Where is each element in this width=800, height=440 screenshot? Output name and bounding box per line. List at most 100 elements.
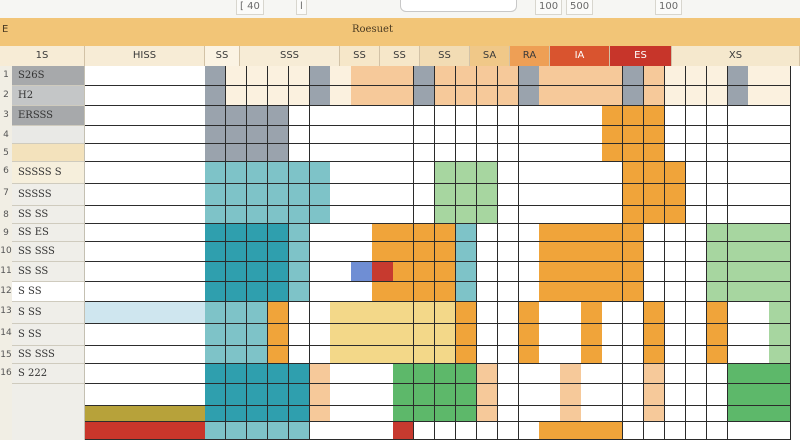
grid-cell[interactable] <box>372 106 394 126</box>
grid-cell[interactable] <box>518 162 540 184</box>
grid-cell[interactable] <box>393 126 415 144</box>
grid-cell[interactable] <box>685 324 708 346</box>
row-label-cell[interactable]: SS SSS <box>12 242 84 262</box>
grid-cell[interactable] <box>769 224 791 242</box>
grid-cell[interactable] <box>225 346 248 364</box>
grid-cell[interactable] <box>267 66 290 86</box>
grid-cell[interactable] <box>330 206 352 224</box>
grid-cell[interactable] <box>351 282 373 302</box>
grid-cell[interactable] <box>748 162 770 184</box>
grid-cell[interactable] <box>769 324 791 346</box>
grid-cell[interactable] <box>455 324 478 346</box>
grid-cell[interactable] <box>246 282 269 302</box>
grid-cell[interactable] <box>664 126 687 144</box>
blank-cell[interactable] <box>85 184 205 206</box>
grid-cell[interactable] <box>434 364 457 384</box>
grid-cell[interactable] <box>560 162 582 184</box>
grid-cell[interactable] <box>414 242 436 262</box>
grid-cell[interactable] <box>623 346 645 364</box>
grid-cell[interactable] <box>351 106 373 126</box>
grid-cell[interactable] <box>267 206 290 224</box>
grid-cell[interactable] <box>748 422 770 440</box>
column-header-cell[interactable]: SS <box>340 46 380 66</box>
grid-cell[interactable] <box>246 126 269 144</box>
grid-cell[interactable] <box>225 184 248 206</box>
grid-cell[interactable] <box>727 384 749 406</box>
grid-cell[interactable] <box>309 144 331 162</box>
grid-cell[interactable] <box>309 184 331 206</box>
grid-cell[interactable] <box>393 224 415 242</box>
grid-cell[interactable] <box>769 126 791 144</box>
grid-cell[interactable] <box>706 262 728 282</box>
grid-cell[interactable] <box>685 364 708 384</box>
grid-cell[interactable] <box>539 66 561 86</box>
grid-cell[interactable] <box>748 86 770 106</box>
grid-cell[interactable] <box>727 106 749 126</box>
grid-cell[interactable] <box>727 86 749 106</box>
grid-cell[interactable] <box>330 66 352 86</box>
grid-cell[interactable] <box>372 206 394 224</box>
grid-cell[interactable] <box>246 224 269 242</box>
grid-cell[interactable] <box>434 66 457 86</box>
blank-cell[interactable] <box>85 126 205 144</box>
grid-cell[interactable] <box>581 324 603 346</box>
grid-cell[interactable] <box>643 384 666 406</box>
grid-cell[interactable] <box>664 242 687 262</box>
grid-cell[interactable] <box>643 66 666 86</box>
grid-cell[interactable] <box>539 126 561 144</box>
grid-cell[interactable] <box>372 184 394 206</box>
grid-cell[interactable] <box>748 282 770 302</box>
blank-cell[interactable] <box>85 206 205 224</box>
blank-cell[interactable] <box>85 384 205 406</box>
grid-cell[interactable] <box>351 262 373 282</box>
grid-cell[interactable] <box>685 302 708 324</box>
grid-cell[interactable] <box>664 364 687 384</box>
grid-cell[interactable] <box>664 262 687 282</box>
grid-cell[interactable] <box>748 406 770 422</box>
grid-cell[interactable] <box>225 224 248 242</box>
grid-cell[interactable] <box>623 262 645 282</box>
row-label-cell[interactable]: SS SS <box>12 262 84 282</box>
grid-cell[interactable] <box>539 302 561 324</box>
grid-cell[interactable] <box>643 262 666 282</box>
grid-cell[interactable] <box>643 324 666 346</box>
grid-cell[interactable] <box>727 364 749 384</box>
grid-cell[interactable] <box>309 206 331 224</box>
grid-cell[interactable] <box>455 302 478 324</box>
grid-cell[interactable] <box>288 324 310 346</box>
grid-cell[interactable] <box>560 184 582 206</box>
grid-cell[interactable] <box>225 66 248 86</box>
grid-cell[interactable] <box>309 384 331 406</box>
grid-cell[interactable] <box>372 144 394 162</box>
grid-cell[interactable] <box>497 302 519 324</box>
grid-cell[interactable] <box>393 106 415 126</box>
grid-cell[interactable] <box>685 126 708 144</box>
grid-cell[interactable] <box>581 66 603 86</box>
row-number[interactable]: 3 <box>3 110 9 120</box>
grid-cell[interactable] <box>330 384 352 406</box>
grid-cell[interactable] <box>539 184 561 206</box>
row-label-cell[interactable]: H2 <box>12 86 84 106</box>
grid-cell[interactable] <box>476 162 499 184</box>
grid-cell[interactable] <box>393 144 415 162</box>
grid-cell[interactable] <box>518 86 540 106</box>
grid-cell[interactable] <box>351 144 373 162</box>
grid-cell[interactable] <box>351 302 373 324</box>
grid-cell[interactable] <box>602 422 624 440</box>
grid-cell[interactable] <box>455 86 478 106</box>
grid-cell[interactable] <box>539 206 561 224</box>
grid-cell[interactable] <box>497 66 519 86</box>
grid-cell[interactable] <box>476 86 499 106</box>
grid-cell[interactable] <box>643 406 666 422</box>
grid-cell[interactable] <box>372 66 394 86</box>
grid-cell[interactable] <box>518 184 540 206</box>
grid-cell[interactable] <box>330 184 352 206</box>
grid-cell[interactable] <box>414 324 436 346</box>
grid-cell[interactable] <box>476 262 499 282</box>
grid-cell[interactable] <box>455 162 478 184</box>
grid-cell[interactable] <box>246 364 269 384</box>
grid-cell[interactable] <box>539 364 561 384</box>
row-label-cell[interactable] <box>12 144 84 162</box>
grid-cell[interactable] <box>602 162 624 184</box>
grid-cell[interactable] <box>351 162 373 184</box>
